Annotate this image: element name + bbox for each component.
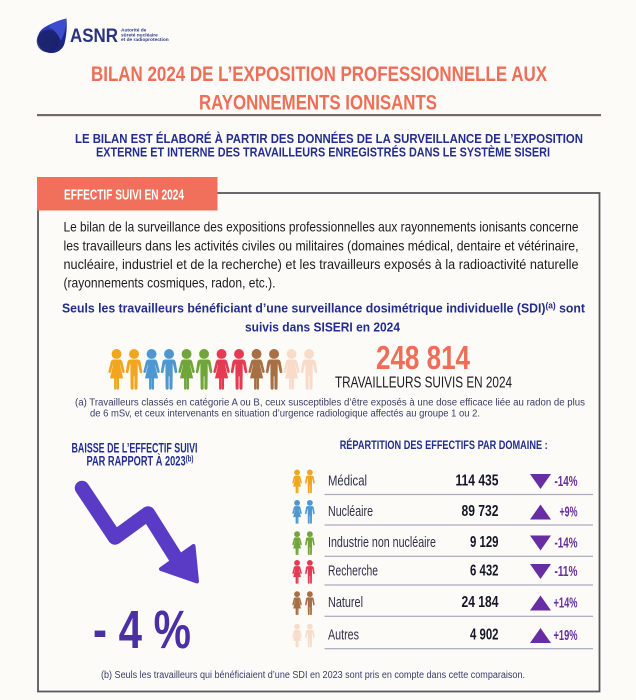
svg-text:de 6 mSv, et ceux intervenant: de 6 mSv, et ceux intervenants en situat… <box>90 409 480 420</box>
svg-text:Industrie non nucléaire: Industrie non nucléaire <box>328 535 436 551</box>
svg-text:LE BILAN EST ÉLABORÉ À PARTIR: LE BILAN EST ÉLABORÉ À PARTIR DES DONNÉE… <box>75 131 583 146</box>
svg-text:Recherche: Recherche <box>328 564 378 580</box>
svg-text:6 432: 6 432 <box>470 563 499 580</box>
svg-text:TRAVAILLEURS SUIVIS EN 2024: TRAVAILLEURS SUIVIS EN 2024 <box>335 375 512 392</box>
svg-text:RÉPARTITION DES EFFECTIFS PAR: RÉPARTITION DES EFFECTIFS PAR DOMAINE : <box>340 437 548 452</box>
svg-text:BAISSE DE L’EFFECTIF SUIVI: BAISSE DE L’EFFECTIF SUIVI <box>72 439 198 455</box>
svg-text:Autorité de: Autorité de <box>121 28 147 34</box>
svg-text:248 814: 248 814 <box>376 339 471 376</box>
svg-text:- 4 %: - 4 % <box>93 600 191 660</box>
svg-text:BILAN 2024 DE L’EXPOSITION PRO: BILAN 2024 DE L’EXPOSITION PROFESSIONNEL… <box>91 63 547 86</box>
svg-text:sûreté nucléaire: sûreté nucléaire <box>121 32 158 38</box>
svg-text:-14%: -14% <box>555 474 578 490</box>
svg-text:Naturel: Naturel <box>328 595 363 611</box>
svg-text:nucléaire, industriel et de la: nucléaire, industriel et de la recherche… <box>64 256 579 272</box>
svg-text:Seuls les travailleurs bénéfic: Seuls les travailleurs bénéficiant d’une… <box>62 301 586 316</box>
svg-text:(rayonnements cosmiques, radon: (rayonnements cosmiques, radon, etc.). <box>64 274 276 290</box>
svg-text:Médical: Médical <box>328 474 367 490</box>
svg-text:RAYONNEMENTS IONISANTS: RAYONNEMENTS IONISANTS <box>199 92 437 115</box>
svg-text:Nucléaire: Nucléaire <box>328 504 373 520</box>
svg-text:PAR RAPPORT À 2023(b): PAR RAPPORT À 2023(b) <box>87 454 194 469</box>
svg-text:9 129: 9 129 <box>470 534 499 551</box>
svg-text:+14%: +14% <box>554 596 578 612</box>
svg-text:suivis dans SISERI en 2024: suivis dans SISERI en 2024 <box>245 320 401 335</box>
svg-text:et de radioprotection: et de radioprotection <box>121 37 169 43</box>
svg-text:114 435: 114 435 <box>456 473 499 490</box>
svg-text:ASNR: ASNR <box>70 25 118 47</box>
svg-text:EFFECTIF SUIVI EN 2024: EFFECTIF SUIVI EN 2024 <box>64 188 184 204</box>
svg-text:les travailleurs dans les acti: les travailleurs dans les activités civi… <box>64 237 579 253</box>
svg-text:+9%: +9% <box>560 505 578 521</box>
svg-text:EXTERNE ET INTERNE DES TRAVAIL: EXTERNE ET INTERNE DES TRAVAILLEURS ENRE… <box>96 145 550 160</box>
svg-text:-11%: -11% <box>555 564 578 580</box>
svg-text:Le bilan de la surveillance de: Le bilan de la surveillance des expositi… <box>64 219 579 235</box>
svg-text:Autres: Autres <box>328 628 359 644</box>
svg-text:(a) Travailleurs classés en ca: (a) Travailleurs classés en catégorie A … <box>75 398 585 409</box>
svg-text:(b) Seuls les travailleurs qui: (b) Seuls les travailleurs qui bénéficia… <box>101 670 525 681</box>
svg-text:24 184: 24 184 <box>462 594 499 611</box>
svg-text:89 732: 89 732 <box>462 503 499 520</box>
svg-text:4 902: 4 902 <box>470 627 499 644</box>
svg-text:-14%: -14% <box>555 536 578 552</box>
svg-text:+19%: +19% <box>554 628 578 644</box>
